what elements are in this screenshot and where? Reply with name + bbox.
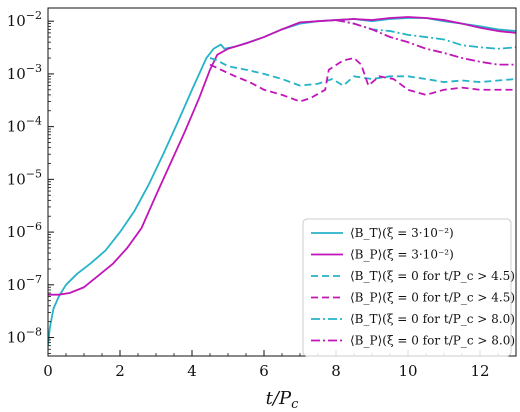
legend: ⟨B_T⟩(ξ = 3·10⁻²) ⟨B_P⟩(ξ = 3·10⁻²) ⟨B_T⟩(…	[302, 218, 515, 357]
x-tick-label: 6	[259, 362, 269, 380]
x-tick-label: 12	[470, 362, 489, 380]
plot-lines	[48, 16, 516, 346]
legend-label: ⟨B_T⟩(ξ = 0 for t/P_c > 8.0)	[350, 312, 515, 326]
legend-label: ⟨B_P⟩(ξ = 0 for t/P_c > 8.0)	[350, 334, 515, 348]
legend-label: ⟨B_P⟩(ξ = 0 for t/P_c > 4.5)	[350, 291, 515, 305]
legend-label: ⟨B_T⟩(ξ = 3·10⁻²)	[350, 226, 454, 240]
y-tick-label: 10−6	[7, 220, 42, 241]
y-tick-label: 10−4	[7, 115, 42, 136]
legend-label: ⟨B_P⟩(ξ = 3·10⁻²)	[350, 248, 454, 262]
y-tick-label: 10−7	[7, 273, 42, 294]
x-tick-label: 2	[115, 362, 125, 380]
x-tick-label: 10	[398, 362, 417, 380]
y-tick-label: 10−5	[7, 167, 42, 188]
y-tick-label: 10−2	[7, 9, 42, 30]
y-tick-label: 10−8	[7, 326, 42, 347]
series-line-4	[209, 57, 516, 103]
legend-box	[302, 218, 512, 357]
y-axis: 10−8 10−7 10−6 10−5 10−4 10−3 10−2	[7, 9, 54, 354]
x-tick-label: 4	[187, 362, 197, 380]
series-line-5	[335, 19, 516, 50]
series-line-3	[209, 57, 516, 87]
series-line-2	[48, 16, 516, 296]
y-tick-label: 10−3	[7, 62, 42, 83]
legend-label: ⟨B_T⟩(ξ = 0 for t/P_c > 4.5)	[350, 269, 515, 283]
x-tick-label: 0	[43, 362, 53, 380]
x-tick-label: 8	[331, 362, 341, 380]
series-line-6	[335, 19, 516, 66]
x-axis-label: t/Pc	[266, 388, 299, 412]
